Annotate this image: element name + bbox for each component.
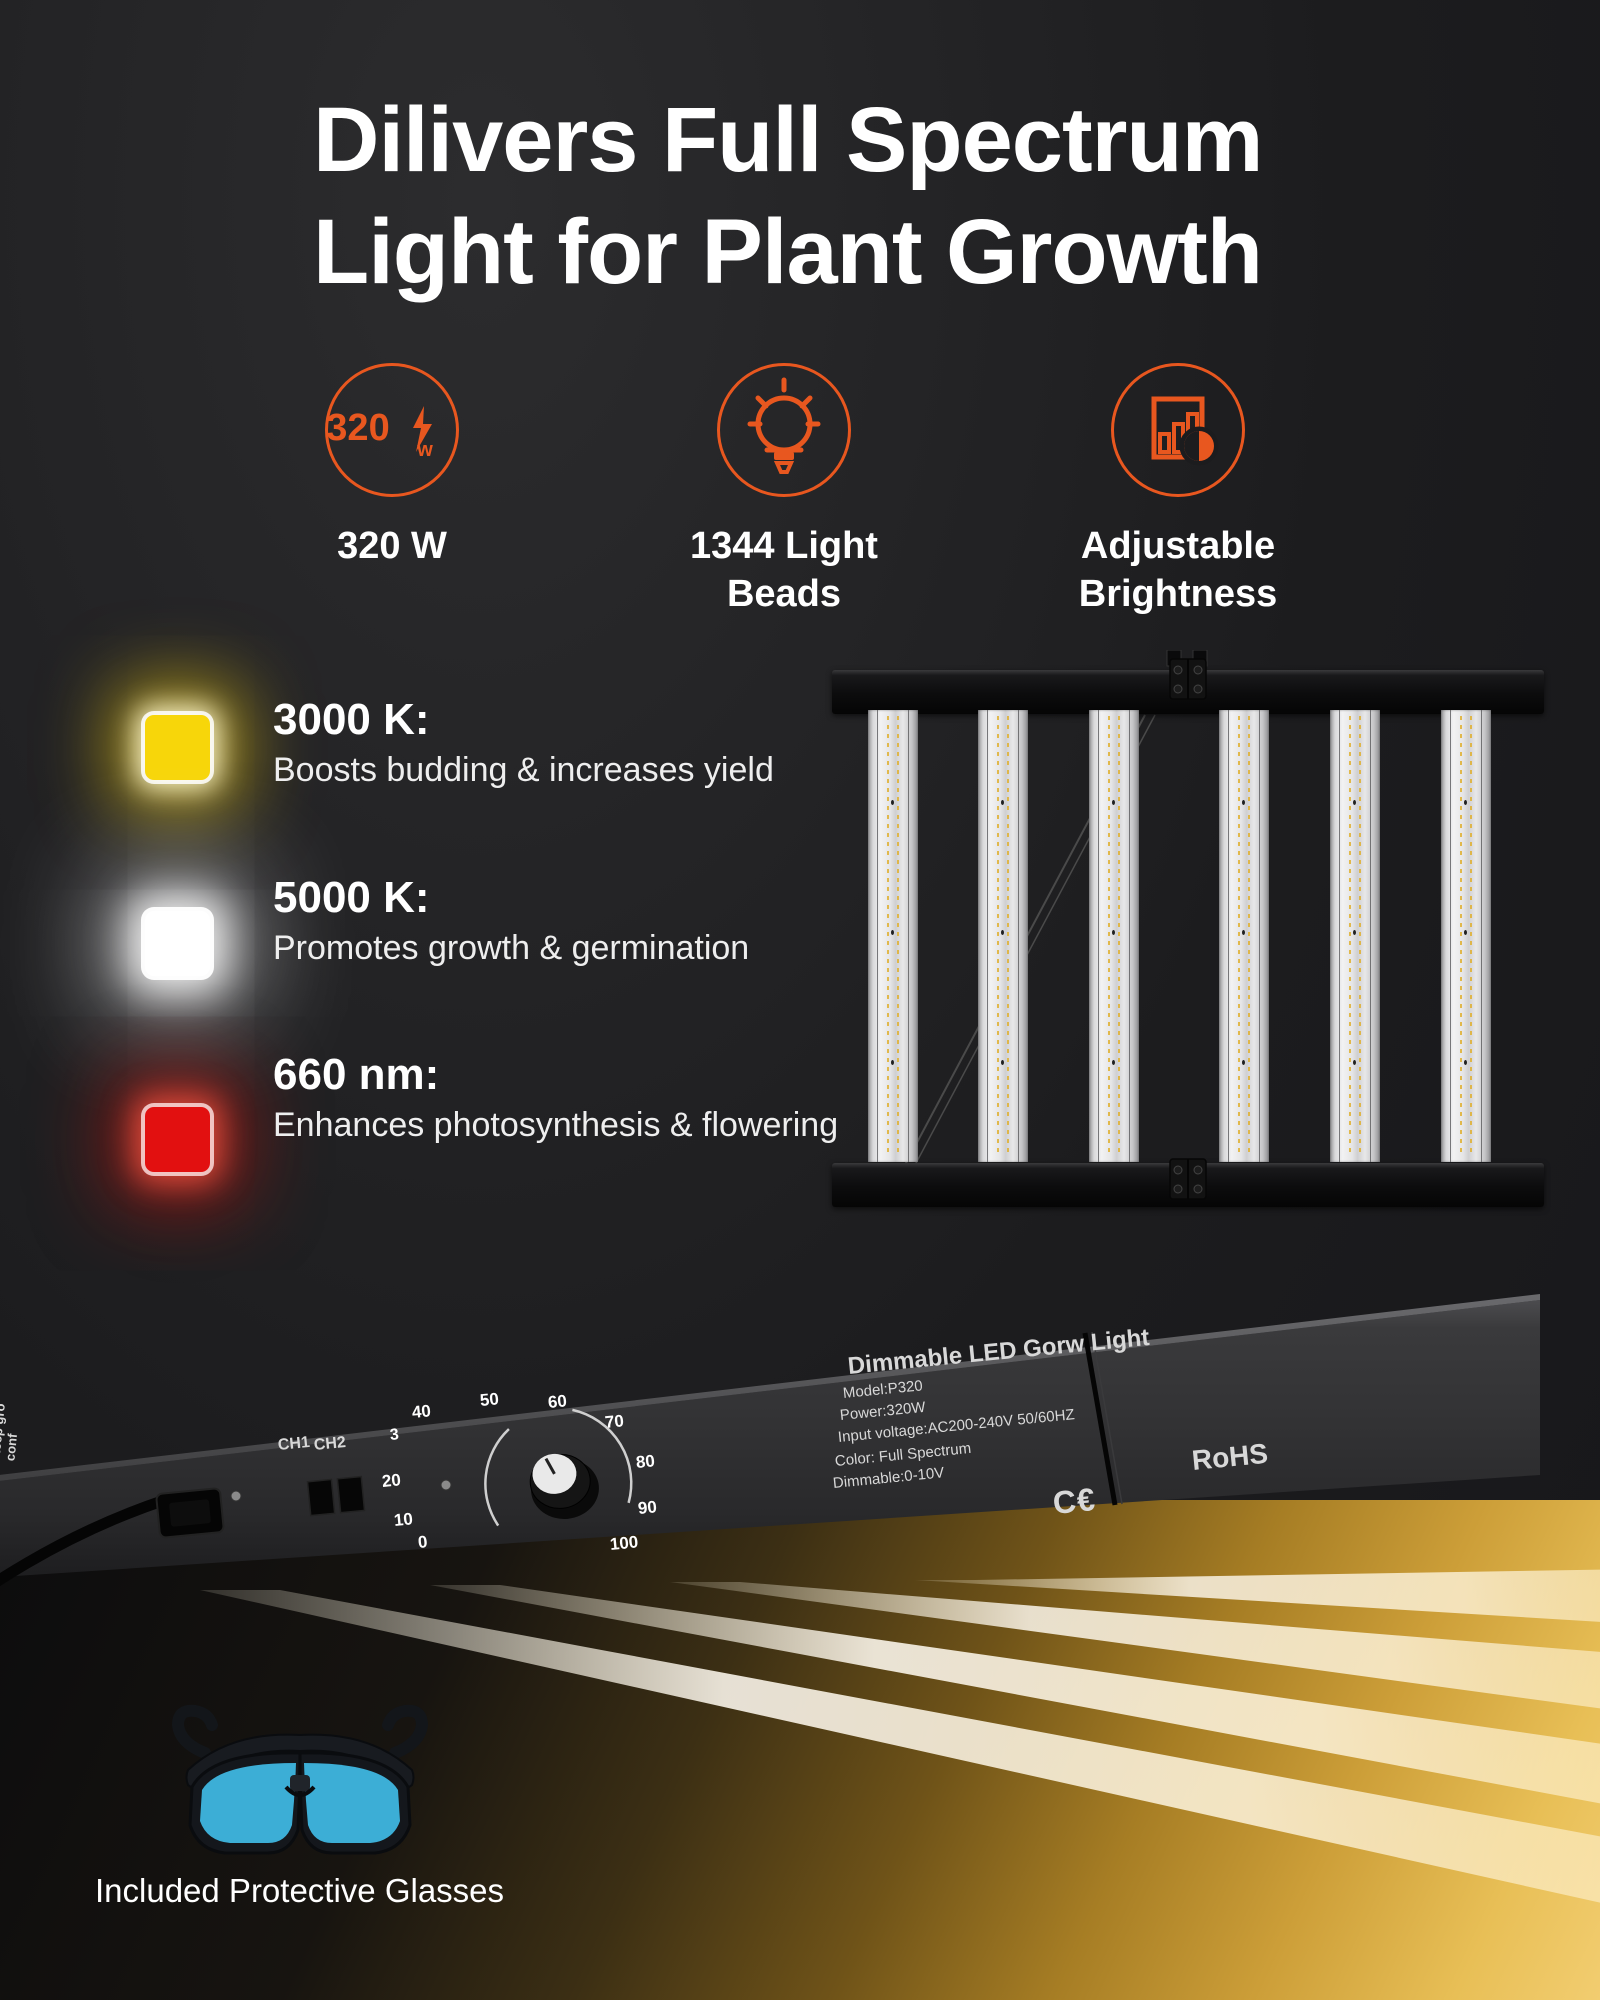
svg-text:320: 320 — [328, 407, 390, 449]
